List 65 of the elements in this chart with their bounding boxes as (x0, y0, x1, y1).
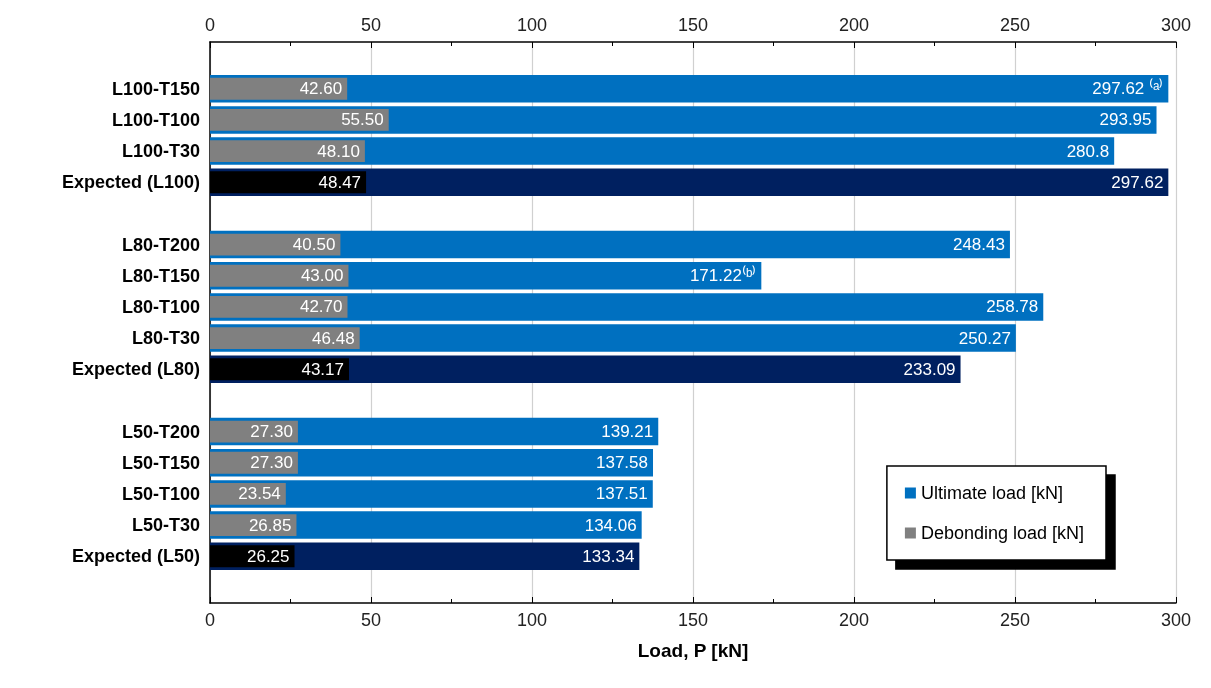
x2-tick-label: 100 (516, 610, 548, 630)
y-tick-label: L100-T30 (121, 141, 200, 162)
y-tick-label: L80-T100 (121, 296, 200, 317)
x2-tick-label: 250 (999, 610, 1031, 630)
y-tick-label: L50-T30 (131, 515, 200, 536)
data-label: 40.50 (292, 235, 336, 255)
y-tick-label: Expected (L100) (61, 172, 200, 193)
bar (210, 77, 348, 100)
data-label: 26.25 (246, 546, 290, 566)
data-label: 139.21 (601, 422, 654, 442)
x2-tick-label: 150 (677, 610, 709, 630)
data-label: 133.34 (582, 546, 635, 566)
data-label: 137.51 (595, 484, 648, 504)
y-tick-label: L80-T150 (121, 265, 200, 286)
data-label: 48.10 (317, 141, 360, 161)
data-label: 42.70 (299, 297, 343, 317)
data-label: 27.30 (250, 453, 293, 473)
x-tick-label: 150 (677, 15, 709, 35)
x2-tick-label: 50 (360, 610, 382, 630)
x-tick-label: 300 (1160, 15, 1192, 35)
y-tick-label: L50-T100 (121, 483, 200, 504)
data-label: 297.62 (1111, 172, 1164, 192)
data-label: 250.27 (958, 328, 1011, 348)
data-label: 26.85 (248, 515, 292, 535)
data-label: 233.09 (903, 359, 956, 379)
bar (210, 109, 389, 131)
data-label: 280.8 (1066, 141, 1110, 161)
y-tick-label: Expected (L50) (71, 546, 200, 567)
data-label: 43.17 (301, 359, 345, 379)
x-tick-label: 200 (838, 15, 870, 35)
data-label: 248.43 (952, 235, 1005, 255)
data-label: 27.30 (250, 422, 293, 442)
data-label: 55.50 (341, 110, 384, 130)
data-label: 23.54 (238, 484, 281, 504)
y-tick-label: Expected (L80) (71, 359, 200, 380)
y-tick-label: L100-T150 (111, 78, 200, 99)
bar (210, 327, 360, 349)
data-label: 48.47 (318, 172, 362, 192)
y-tick-label: L100-T100 (111, 109, 200, 130)
x2-tick-label: 0 (204, 610, 216, 630)
y-tick-label: L50-T200 (121, 421, 200, 442)
data-label: 46.48 (312, 328, 355, 348)
data-label: 137.58 (596, 453, 649, 473)
legend-label: Debonding load [kN] (920, 523, 1084, 543)
x2-tick-label: 300 (1160, 610, 1192, 630)
data-label: 42.60 (299, 79, 343, 99)
x2-tick-label: 200 (838, 610, 870, 630)
data-label: 171.22⁽ᵇ⁾ (689, 265, 757, 286)
x-axis-title: Load, P [kN] (637, 640, 749, 661)
y-tick-label: L80-T30 (131, 328, 200, 349)
x-tick-label: 0 (204, 15, 216, 35)
x-tick-label: 100 (516, 15, 548, 35)
data-label: 293.95 (1099, 110, 1152, 130)
data-label: 43.00 (300, 266, 344, 286)
x-tick-label: 50 (360, 15, 382, 35)
x-tick-label: 250 (999, 15, 1031, 35)
bar (210, 264, 349, 287)
legend-label: Ultimate load [kN] (920, 483, 1063, 503)
y-tick-label: L80-T200 (121, 234, 200, 255)
data-label: 258.78 (986, 297, 1039, 317)
bar (210, 140, 365, 162)
data-label: 297.62 ⁽ᵃ⁾ (1092, 78, 1164, 99)
bar (210, 296, 348, 318)
y-tick-label: L50-T150 (121, 452, 200, 473)
data-label: 134.06 (584, 515, 637, 535)
